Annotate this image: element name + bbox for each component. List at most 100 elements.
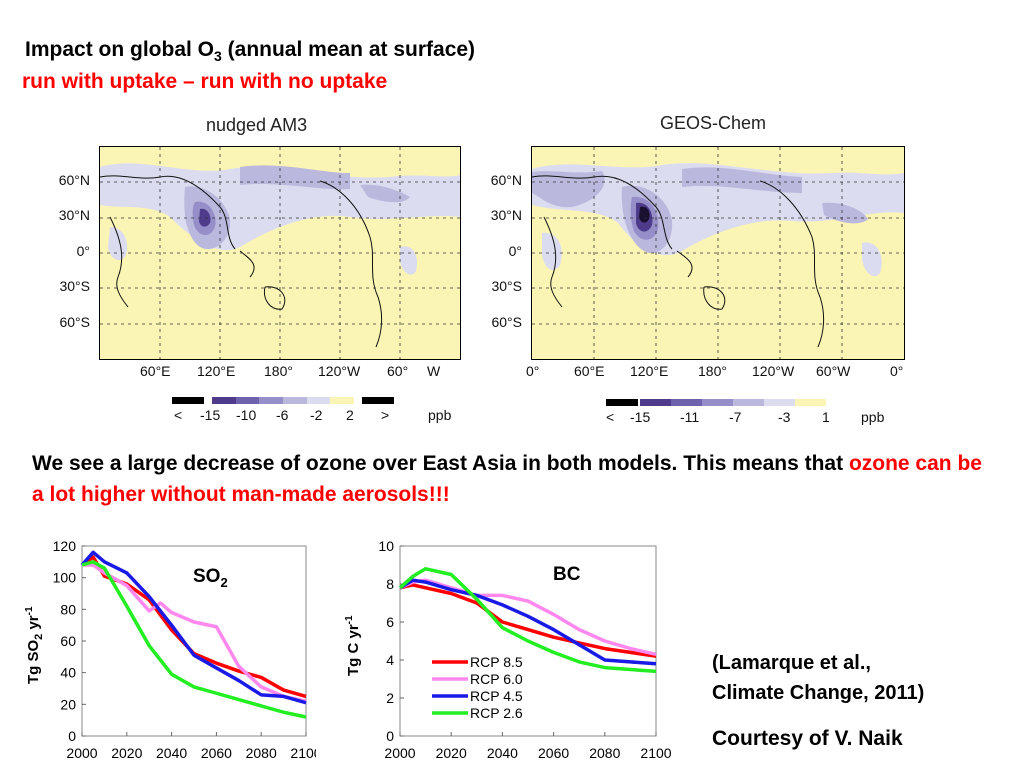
chart-so2-ylabel: Tg SO2 yr-1 bbox=[24, 606, 45, 684]
map-am3-plot bbox=[100, 147, 460, 359]
so2-ytick-label: 0 bbox=[68, 728, 76, 744]
citation-line1: (Lamarque et al., bbox=[712, 652, 871, 674]
map-am3-cbar-6: -6 bbox=[276, 407, 289, 423]
map-am3-colorbar-high bbox=[362, 397, 394, 404]
bc-xtick-label: 2060 bbox=[538, 745, 569, 761]
so2-xtick-label: 2080 bbox=[246, 745, 277, 761]
bc-xtick-label: 2020 bbox=[436, 745, 467, 761]
bc-legend-label: RCP 6.0 bbox=[470, 671, 523, 687]
map-am3-lon-60e: 60°E bbox=[140, 363, 171, 379]
so2-ytick-label: 80 bbox=[60, 601, 76, 617]
map-geoschem-lat-60s: 60°S bbox=[491, 314, 522, 330]
bc-ytick-label: 8 bbox=[386, 576, 394, 592]
map-am3-lon-w: W bbox=[427, 363, 441, 379]
bc-legend-label: RCP 4.5 bbox=[470, 688, 523, 704]
chart-bc: 0 2 4 6 8 10 2000 2020 2040 2060 2080 2100 RCP 8.5… bbox=[344, 538, 672, 761]
bc-ytick-label: 10 bbox=[378, 538, 394, 554]
bc-ytick-label: 4 bbox=[386, 652, 394, 668]
map-am3-lon-120w: 120°W bbox=[318, 363, 361, 379]
so2-series-rcp-2-6 bbox=[81, 560, 307, 719]
statement-text: We see a large decrease of ozone over Ea… bbox=[32, 448, 992, 510]
map-am3-cbar-2: 2 bbox=[346, 407, 354, 423]
bc-ytick-label: 6 bbox=[386, 614, 394, 630]
courtesy-text: Courtesy of V. Naik bbox=[712, 727, 903, 750]
map-am3-lon-120e: 120°E bbox=[197, 363, 236, 379]
map-geoschem-lat-0: 0° bbox=[508, 243, 522, 259]
bc-series-rcp-2-6 bbox=[398, 567, 657, 674]
map-am3-lat-30s: 30°S bbox=[59, 278, 90, 294]
map-am3-cbar-2n: -2 bbox=[310, 407, 323, 423]
bc-legend-label: RCP 8.5 bbox=[470, 654, 523, 670]
so2-xtick-label: 2040 bbox=[156, 745, 187, 761]
map-am3-cbar-gt: > bbox=[381, 407, 390, 423]
bc-series-rcp-4-5 bbox=[399, 578, 657, 666]
map-am3-lon-60: 60° bbox=[387, 363, 409, 379]
map-geoschem-lon-120e: 120°E bbox=[630, 363, 669, 379]
bc-xtick-label: 2040 bbox=[487, 745, 518, 761]
chart-bc-title: BC bbox=[553, 564, 581, 585]
map-title-geoschem: GEOS-Chem bbox=[660, 113, 767, 133]
map-geoschem-cbar-11: -11 bbox=[680, 409, 700, 425]
so2-ytick-label: 120 bbox=[53, 538, 77, 554]
bc-ytick-label: 0 bbox=[386, 728, 394, 744]
citation: (Lamarque et al., Climate Change, 2011) bbox=[712, 648, 924, 708]
map-geoschem bbox=[531, 146, 905, 360]
slide-subtitle: run with uptake – run with no uptake bbox=[22, 70, 388, 93]
map-am3-lat-60n: 60°N bbox=[58, 172, 90, 188]
so2-xtick-label: 2000 bbox=[66, 745, 97, 761]
map-geoschem-lat-30n: 30°N bbox=[490, 207, 522, 223]
map-geoschem-lon-60e: 60°E bbox=[574, 363, 605, 379]
so2-xtick-label: 2100 bbox=[290, 745, 316, 761]
so2-ytick-label: 40 bbox=[60, 665, 76, 681]
so2-series-rcp-6-0 bbox=[82, 563, 307, 703]
map-geoschem-lon-60w: 60°W bbox=[816, 363, 851, 379]
map-am3-cbar-lt: < bbox=[174, 407, 183, 423]
title-prefix: Impact on global O bbox=[25, 38, 215, 61]
bc-xtick-label: 2000 bbox=[384, 745, 415, 761]
map-geoschem-lat-30s: 30°S bbox=[491, 278, 522, 294]
statement-red: ozone can be a lot higher without man-ma… bbox=[32, 452, 982, 506]
so2-xtick-label: 2020 bbox=[111, 745, 142, 761]
map-am3-lat-60s: 60°S bbox=[59, 314, 90, 330]
statement-black: We see a large decrease of ozone over Ea… bbox=[32, 452, 849, 475]
bc-legend-label: RCP 2.6 bbox=[470, 705, 523, 721]
so2-ytick-label: 100 bbox=[53, 570, 77, 586]
map-geoschem-colorbar bbox=[640, 399, 826, 406]
map-geoschem-lon-0e: 0° bbox=[890, 363, 904, 379]
map-am3-cbar-unit: ppb bbox=[428, 407, 452, 423]
map-am3-cbar-10: -10 bbox=[236, 407, 257, 423]
bc-xtick-label: 2080 bbox=[589, 745, 620, 761]
so2-ytick-label: 60 bbox=[60, 633, 76, 649]
chart-bc-ylabel: Tg C yr-1 bbox=[344, 615, 362, 676]
map-geoschem-lon-0: 0° bbox=[526, 363, 540, 379]
map-geoschem-cbar-7: -7 bbox=[729, 409, 742, 425]
chart-so2-title: SO2 bbox=[193, 566, 228, 590]
map-am3-colorbar-low bbox=[172, 397, 204, 404]
map-geoschem-plot bbox=[532, 147, 904, 359]
map-geoschem-cbar-3: -3 bbox=[778, 409, 791, 425]
so2-ytick-label: 20 bbox=[60, 696, 76, 712]
so2-series-rcp-4-5 bbox=[80, 550, 307, 705]
map-am3-cbar-15: -15 bbox=[200, 407, 221, 423]
citation-line2: Climate Change, 2011) bbox=[712, 682, 925, 704]
map-geoschem-lon-120w: 120°W bbox=[752, 363, 795, 379]
bc-ytick-label: 2 bbox=[386, 690, 394, 706]
map-title-am3: nudged AM3 bbox=[206, 115, 308, 135]
map-geoschem-cbar-lt: < bbox=[606, 409, 615, 425]
bc-series-rcp-8-5 bbox=[399, 583, 657, 658]
bc-xtick-label: 2100 bbox=[640, 745, 671, 761]
map-geoschem-cbar-1: 1 bbox=[822, 409, 830, 425]
so2-xtick-label: 2060 bbox=[201, 745, 232, 761]
slide-title: Impact on global O3 (annual mean at surf… bbox=[25, 38, 475, 64]
chart-bc-frame bbox=[399, 545, 657, 737]
title-suffix: (annual mean at surface) bbox=[221, 38, 476, 61]
map-geoschem-cbar-unit: ppb bbox=[861, 409, 885, 425]
title-subscript: 3 bbox=[214, 48, 222, 65]
map-geoschem-cbar-15: -15 bbox=[630, 409, 651, 425]
map-am3-lat-0: 0° bbox=[76, 243, 90, 259]
map-am3-lon-180: 180° bbox=[264, 363, 293, 379]
map-geoschem-lat-60n: 60°N bbox=[490, 172, 522, 188]
map-am3-colorbar bbox=[212, 397, 355, 404]
map-geoschem-lon-180: 180° bbox=[698, 363, 727, 379]
